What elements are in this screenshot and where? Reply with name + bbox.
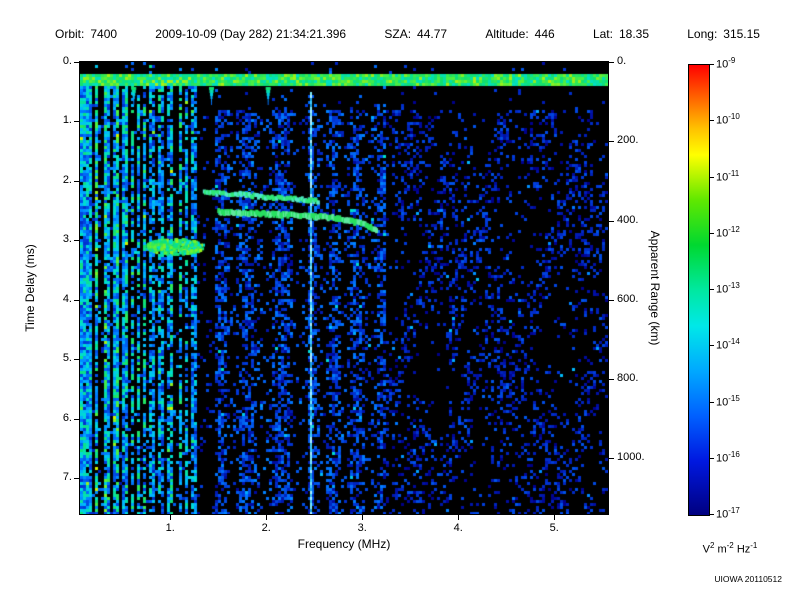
colorbar-tick [710, 289, 714, 290]
colorbar-tick-label: 10-15 [716, 393, 740, 409]
colorbar-tick-label: 10-14 [716, 337, 740, 352]
altitude-label: Altitude: [485, 27, 529, 41]
y-right-tick-label: 800. [617, 372, 639, 385]
x-tick-label: 1. [165, 522, 175, 534]
y-left-tick [74, 62, 79, 63]
y-left-tick-label: 6. [62, 411, 72, 424]
sza-value: 44.77 [417, 27, 448, 41]
y-right-tick-label: 0. [617, 55, 627, 67]
y-left-tick-label: 5. [62, 352, 72, 365]
y-right-tick-label: 1000. [617, 451, 645, 464]
y-axis-title-apparent-range: Apparent Range (km) [648, 230, 662, 346]
long-field: Long: 315.15 [687, 27, 760, 41]
orbit-label: Orbit: [55, 27, 85, 41]
long-value: 315.15 [723, 27, 760, 41]
lat-value: 18.35 [618, 27, 649, 41]
orbit-field: Orbit: 7400 [55, 27, 117, 41]
datetime-field: 2009-10-09 (Day 282) 21:34:21.396 [155, 27, 346, 41]
y-left-tick-label: 3. [62, 233, 72, 246]
y-right-tick [609, 141, 614, 143]
colorbar-tick [710, 457, 714, 459]
y-left-tick [74, 418, 79, 420]
y-right-tick-label: 400. [617, 213, 639, 226]
y-right-tick [609, 299, 614, 301]
y-right-tick [609, 220, 614, 222]
x-axis-tick [458, 515, 460, 520]
y-left-tick-label: 0. [62, 55, 72, 67]
colorbar-tick [710, 64, 714, 65]
colorbar-tick-label: 10-11 [716, 168, 740, 184]
x-tick-label: 3. [357, 522, 367, 534]
x-axis-tick [266, 515, 268, 520]
y-left-tick [74, 180, 79, 182]
colorbar [688, 64, 710, 516]
y-left-tick [74, 299, 79, 301]
x-tick-label: 5. [549, 522, 559, 534]
y-left-tick [74, 359, 79, 361]
y-axis-title-time-delay: Time Delay (ms) [23, 244, 37, 332]
colorbar-tick-label: 10-13 [716, 281, 740, 296]
colorbar-tick [710, 176, 714, 178]
y-right-tick [609, 62, 614, 63]
colorbar-tick [710, 401, 714, 403]
y-left-tick [74, 478, 79, 480]
y-left-tick [74, 240, 79, 242]
x-tick-label: 4. [453, 522, 463, 534]
x-tick-label: 2. [261, 522, 271, 534]
colorbar-tick-label: 10-12 [716, 224, 740, 240]
y-right-tick-label: 200. [617, 134, 639, 147]
spectrogram-plot [80, 62, 608, 514]
header-status-line: Orbit: 7400 2009-10-09 (Day 282) 21:34:2… [55, 27, 760, 41]
x-axis-tick [554, 515, 556, 520]
colorbar-tick [710, 345, 714, 347]
datetime-value: 2009-10-09 (Day 282) 21:34:21.396 [155, 27, 347, 41]
orbit-value: 7400 [90, 27, 118, 41]
colorbar-tick [710, 120, 714, 122]
colorbar-unit-label: V2 m-2 Hz-1 [702, 541, 758, 556]
sza-field: SZA: 44.77 [384, 27, 447, 41]
y-left-tick-label: 1. [62, 114, 72, 127]
colorbar-tick-label: 10-9 [716, 56, 736, 71]
colorbar-tick-label: 10-10 [716, 112, 740, 127]
y-right-tick [609, 458, 614, 460]
colorbar-tick [710, 514, 714, 515]
long-label: Long: [687, 27, 718, 41]
x-axis-tick [170, 515, 172, 520]
altitude-field: Altitude: 446 [485, 27, 554, 41]
credit-watermark: UIOWA 20110512 [714, 574, 782, 584]
x-axis-tick [362, 515, 364, 520]
colorbar-tick-label: 10-16 [716, 449, 740, 465]
lat-label: Lat: [592, 27, 613, 41]
y-right-tick [609, 379, 614, 381]
sza-label: SZA: [384, 27, 412, 41]
y-left-tick [74, 121, 79, 123]
lat-field: Lat: 18.35 [593, 27, 649, 41]
x-axis-title: Frequency (MHz) [297, 537, 391, 551]
altitude-value: 446 [534, 27, 555, 41]
colorbar-tick-label: 10-17 [716, 506, 740, 521]
y-left-tick-label: 7. [62, 471, 72, 484]
colorbar-tick [710, 232, 714, 234]
y-right-tick-label: 600. [617, 292, 639, 305]
y-left-tick-label: 2. [62, 173, 72, 186]
y-left-tick-label: 4. [62, 292, 72, 305]
